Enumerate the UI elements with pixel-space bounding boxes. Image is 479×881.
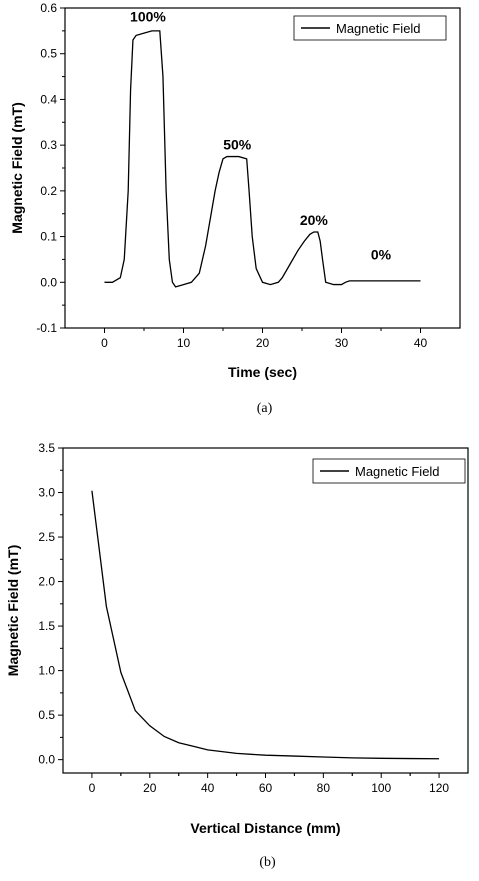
legend-label: Magnetic Field <box>355 464 440 479</box>
percent-annotation: 0% <box>371 246 392 262</box>
x-tick-label: 80 <box>317 781 331 795</box>
x-tick-label: 120 <box>429 781 449 795</box>
y-tick-label: 0.5 <box>40 47 57 61</box>
x-axis-title: Vertical Distance (mm) <box>190 820 340 836</box>
x-tick-label: 10 <box>177 336 191 350</box>
x-axis-title: Time (sec) <box>228 364 297 380</box>
x-tick-label: 100 <box>371 781 391 795</box>
x-tick-label: 60 <box>259 781 273 795</box>
x-tick-label: 40 <box>201 781 215 795</box>
y-tick-label: 0.5 <box>38 708 55 722</box>
legend: Magnetic Field <box>312 458 466 484</box>
x-tick-label: 40 <box>414 336 428 350</box>
y-tick-label: 2.0 <box>38 575 55 589</box>
plot-frame <box>64 7 461 329</box>
y-tick-label: 0.6 <box>40 1 57 15</box>
y-tick-label: 2.5 <box>38 530 55 544</box>
series-line-magnetic-field <box>104 30 421 288</box>
x-tick-label: 0 <box>101 336 108 350</box>
y-tick-label: 0.2 <box>40 184 57 198</box>
y-tick-label: 3.0 <box>38 486 55 500</box>
y-tick-label: 0.3 <box>40 138 57 152</box>
y-tick-label: 0.4 <box>40 92 57 106</box>
y-axis-title: Magnetic Field (mT) <box>9 102 25 233</box>
y-tick-label: 0.0 <box>40 275 57 289</box>
legend-label: Magnetic Field <box>336 21 421 36</box>
y-tick-label: 1.0 <box>38 664 55 678</box>
figure-caption: (b) <box>259 855 276 870</box>
x-tick-label: 30 <box>335 336 349 350</box>
figure-caption: (a) <box>257 401 273 416</box>
percent-annotation: 20% <box>300 212 329 228</box>
x-tick-label: 20 <box>256 336 270 350</box>
y-axis-title: Magnetic Field (mT) <box>5 545 21 676</box>
x-tick-label: 0 <box>89 781 96 795</box>
y-tick-label: 0.1 <box>40 230 57 244</box>
legend: Magnetic Field <box>293 15 447 41</box>
series-line-magnetic-field <box>91 490 440 760</box>
percent-annotation: 50% <box>223 137 252 153</box>
plot-frame <box>62 447 469 774</box>
y-tick-label: -0.1 <box>36 321 57 335</box>
y-tick-label: 3.5 <box>38 441 55 455</box>
x-tick-label: 20 <box>143 781 157 795</box>
chart-b: 0 20 40 60 80 100 120 0.0 0.5 1.0 1.5 2.0 2.5 3.0 3.5 V… <box>5 441 469 870</box>
chart-a: 0 10 20 30 40 -0.1 0.0 0.1 0.2 0.3 0.4 0.5 0.6 Time (… <box>9 1 461 416</box>
y-tick-label: 0.0 <box>38 753 55 767</box>
y-tick-label: 1.5 <box>38 619 55 633</box>
percent-annotation: 100% <box>130 9 166 25</box>
